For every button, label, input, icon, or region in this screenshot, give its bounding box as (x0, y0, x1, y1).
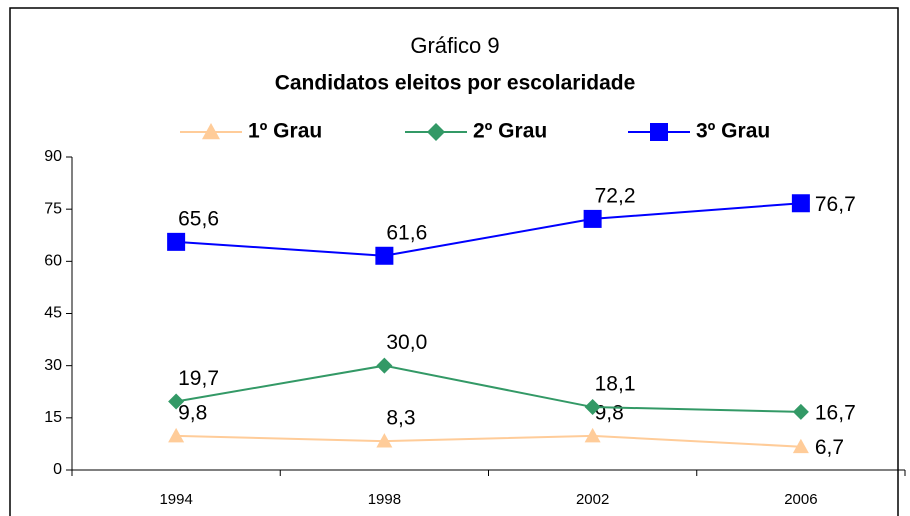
marker (792, 403, 809, 420)
data-label: 61,6 (386, 221, 427, 244)
chart-subtitle: Candidatos eleitos por escolaridade (275, 72, 636, 95)
y-tick-label: 45 (44, 305, 62, 322)
marker (792, 438, 809, 454)
chart-title: Gráfico 9 (410, 33, 499, 58)
marker (584, 399, 601, 416)
marker (376, 357, 393, 374)
series-line (176, 202, 801, 257)
y-tick-label: 75 (44, 200, 62, 217)
marker (375, 246, 394, 265)
legend-label: 1º Grau (248, 120, 322, 143)
marker (650, 123, 668, 141)
legend-label: 3º Grau (696, 120, 770, 143)
y-tick-label: 15 (44, 409, 62, 426)
marker (202, 123, 220, 140)
legend-label: 2º Grau (473, 120, 547, 143)
x-tick-label: 1998 (368, 491, 401, 508)
data-label: 9,8 (595, 401, 624, 424)
y-tick-label: 90 (44, 148, 62, 165)
x-tick-label: 2006 (784, 491, 817, 508)
marker (168, 393, 185, 410)
data-label: 30,0 (386, 331, 427, 354)
marker (584, 427, 601, 443)
y-tick-label: 30 (44, 357, 62, 374)
data-label: 72,2 (595, 184, 636, 207)
marker (376, 433, 393, 448)
marker (427, 123, 445, 141)
series-line (176, 434, 801, 448)
x-tick-label: 2002 (576, 491, 609, 508)
data-label: 9,8 (178, 401, 207, 424)
data-label: 18,1 (595, 373, 636, 396)
series-line (175, 364, 801, 413)
data-label: 65,6 (178, 207, 219, 230)
chart-frame (9, 7, 899, 516)
y-tick-label: 60 (44, 253, 62, 270)
data-label: 76,7 (815, 193, 856, 216)
data-label: 16,7 (815, 401, 856, 424)
marker (583, 209, 602, 228)
marker (791, 194, 810, 213)
marker (167, 232, 186, 251)
x-tick-label: 1994 (159, 491, 192, 508)
data-label: 6,7 (815, 436, 844, 459)
y-tick-label: 0 (53, 461, 62, 478)
data-label: 19,7 (178, 367, 219, 390)
marker (168, 427, 185, 443)
data-label: 8,3 (386, 407, 415, 430)
